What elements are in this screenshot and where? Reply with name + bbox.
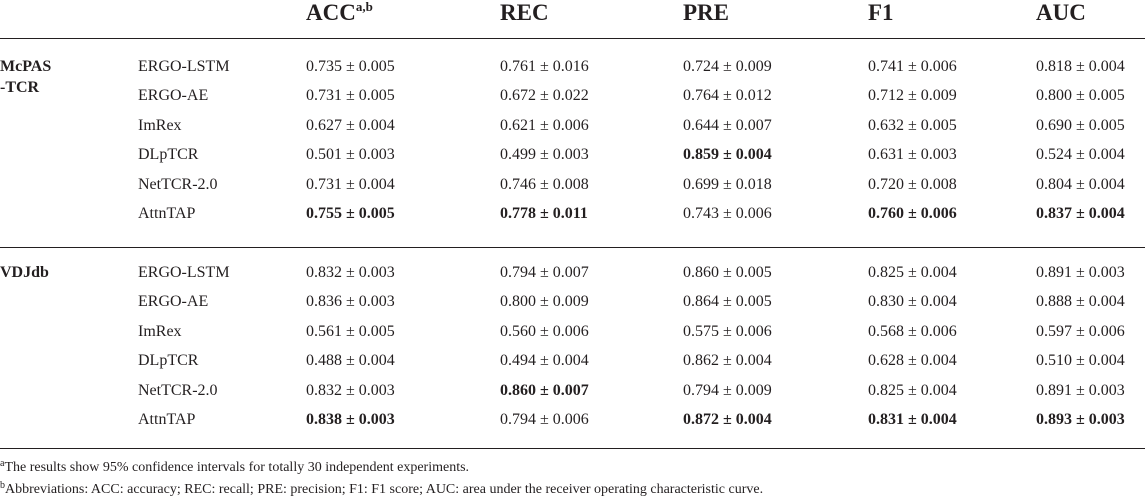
value-cell: 0.764 ± 0.012	[683, 87, 772, 104]
value-cell: 0.627 ± 0.004	[306, 117, 395, 134]
value-cell: 0.632 ± 0.005	[868, 117, 957, 134]
column-header-rec: REC	[500, 0, 549, 25]
table-bottom-rule	[0, 448, 1145, 449]
value-cell: 0.832 ± 0.003	[306, 264, 395, 281]
value-cell: 0.731 ± 0.005	[306, 87, 395, 104]
value-cell: 0.778 ± 0.011	[500, 205, 588, 222]
value-cell: 0.836 ± 0.003	[306, 293, 395, 310]
model-name: ERGO-AE	[138, 293, 209, 310]
column-header-f1: F1	[868, 0, 894, 25]
footnote-b: bAbbreviations: ACC: accuracy; REC: reca…	[0, 480, 764, 498]
value-cell: 0.731 ± 0.004	[306, 176, 395, 193]
header-rule	[0, 38, 1145, 39]
value-cell: 0.800 ± 0.009	[500, 293, 589, 310]
value-cell: 0.831 ± 0.004	[868, 411, 957, 428]
model-name: ImRex	[138, 323, 182, 340]
value-cell: 0.628 ± 0.004	[868, 352, 957, 369]
value-cell: 0.597 ± 0.006	[1036, 323, 1125, 340]
value-cell: 0.804 ± 0.004	[1036, 176, 1125, 193]
value-cell: 0.794 ± 0.007	[500, 264, 589, 281]
value-cell: 0.575 ± 0.006	[683, 323, 772, 340]
value-cell: 0.644 ± 0.007	[683, 117, 772, 134]
value-cell: 0.825 ± 0.004	[868, 264, 957, 281]
value-cell: 0.510 ± 0.004	[1036, 352, 1125, 369]
value-cell: 0.672 ± 0.022	[500, 87, 589, 104]
value-cell: 0.761 ± 0.016	[500, 58, 589, 75]
model-name: DLpTCR	[138, 146, 199, 163]
value-cell: 0.830 ± 0.004	[868, 293, 957, 310]
value-cell: 0.561 ± 0.005	[306, 323, 395, 340]
model-name: DLpTCR	[138, 352, 199, 369]
value-cell: 0.712 ± 0.009	[868, 87, 957, 104]
model-name: ERGO-AE	[138, 87, 209, 104]
value-cell: 0.499 ± 0.003	[500, 146, 589, 163]
value-cell: 0.741 ± 0.006	[868, 58, 957, 75]
value-cell: 0.800 ± 0.005	[1036, 87, 1125, 104]
model-name: AttnTAP	[138, 411, 196, 428]
value-cell: 0.832 ± 0.003	[306, 382, 395, 399]
model-name: NetTCR-2.0	[138, 382, 218, 399]
model-name: AttnTAP	[138, 205, 196, 222]
column-header-auc: AUC	[1036, 0, 1086, 25]
value-cell: 0.888 ± 0.004	[1036, 293, 1125, 310]
model-name: ERGO-LSTM	[138, 264, 230, 281]
value-cell: 0.690 ± 0.005	[1036, 117, 1125, 134]
value-cell: 0.864 ± 0.005	[683, 293, 772, 310]
value-cell: 0.488 ± 0.004	[306, 352, 395, 369]
value-cell: 0.859 ± 0.004	[683, 146, 772, 163]
value-cell: 0.560 ± 0.006	[500, 323, 589, 340]
value-cell: 0.631 ± 0.003	[868, 146, 957, 163]
value-cell: 0.891 ± 0.003	[1036, 264, 1125, 281]
model-name: NetTCR-2.0	[138, 176, 218, 193]
value-cell: 0.760 ± 0.006	[868, 205, 957, 222]
value-cell: 0.735 ± 0.005	[306, 58, 395, 75]
value-cell: 0.494 ± 0.004	[500, 352, 589, 369]
footnote-a: aThe results show 95% confidence interva…	[0, 458, 470, 476]
value-cell: 0.724 ± 0.009	[683, 58, 772, 75]
column-header-pre: PRE	[683, 0, 729, 25]
value-cell: 0.838 ± 0.003	[306, 411, 395, 428]
group-label-mcpas-line2: -TCR	[0, 79, 40, 96]
value-cell: 0.699 ± 0.018	[683, 176, 772, 193]
group-divider-rule	[0, 247, 1145, 248]
value-cell: 0.794 ± 0.009	[683, 382, 772, 399]
value-cell: 0.893 ± 0.003	[1036, 411, 1125, 428]
group-label-vdjdb: VDJdb	[0, 264, 49, 281]
value-cell: 0.743 ± 0.006	[683, 205, 772, 222]
value-cell: 0.524 ± 0.004	[1036, 146, 1125, 163]
value-cell: 0.501 ± 0.003	[306, 146, 395, 163]
value-cell: 0.818 ± 0.004	[1036, 58, 1125, 75]
value-cell: 0.891 ± 0.003	[1036, 382, 1125, 399]
value-cell: 0.837 ± 0.004	[1036, 205, 1125, 222]
value-cell: 0.862 ± 0.004	[683, 352, 772, 369]
group-label-mcpas-line1: McPAS	[0, 58, 52, 75]
model-name: ERGO-LSTM	[138, 58, 230, 75]
value-cell: 0.794 ± 0.006	[500, 411, 589, 428]
column-header-acc: ACCa,b	[306, 0, 373, 25]
value-cell: 0.872 ± 0.004	[683, 411, 772, 428]
value-cell: 0.621 ± 0.006	[500, 117, 589, 134]
value-cell: 0.860 ± 0.007	[500, 382, 589, 399]
value-cell: 0.746 ± 0.008	[500, 176, 589, 193]
value-cell: 0.720 ± 0.008	[868, 176, 957, 193]
value-cell: 0.755 ± 0.005	[306, 205, 395, 222]
value-cell: 0.860 ± 0.005	[683, 264, 772, 281]
value-cell: 0.568 ± 0.006	[868, 323, 957, 340]
value-cell: 0.825 ± 0.004	[868, 382, 957, 399]
model-name: ImRex	[138, 117, 182, 134]
